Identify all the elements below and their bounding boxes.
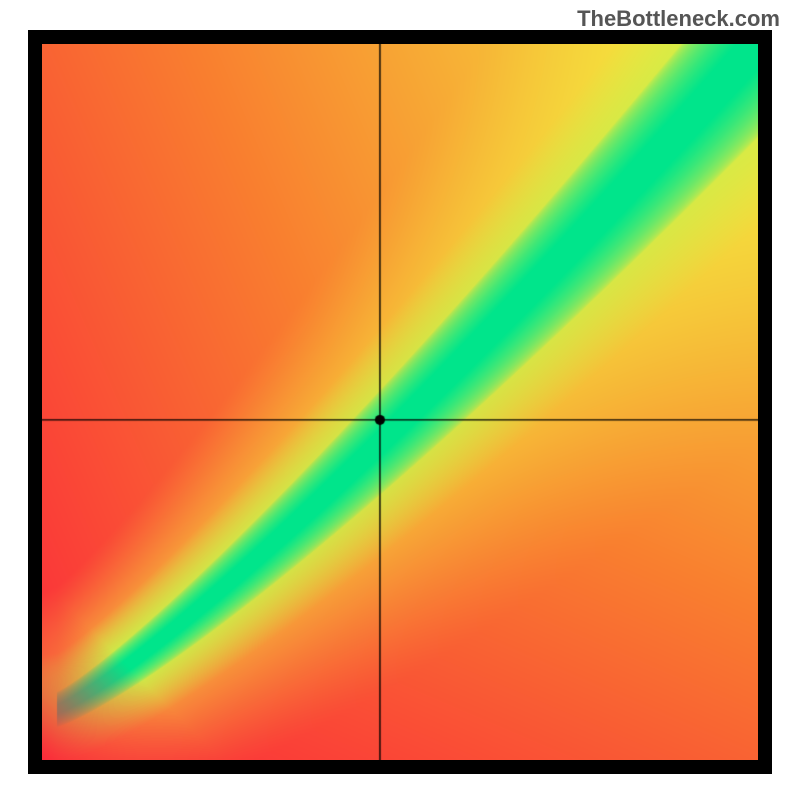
heatmap-inner (42, 44, 758, 760)
heatmap-outer (28, 30, 772, 774)
watermark-text: TheBottleneck.com (577, 6, 780, 32)
heatmap-canvas (42, 44, 758, 760)
